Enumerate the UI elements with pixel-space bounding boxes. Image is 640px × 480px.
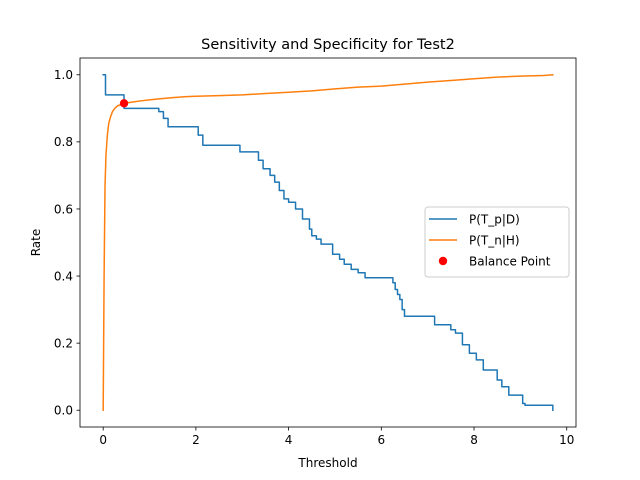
x-tick-label: 6	[377, 433, 385, 447]
legend-label: P(T_n|H)	[469, 233, 520, 247]
x-tick-label: 4	[285, 433, 293, 447]
y-tick-label: 0.6	[54, 202, 73, 216]
legend-marker-swatch	[438, 256, 448, 266]
y-tick-label: 0.4	[54, 269, 73, 283]
legend-label: P(T_p|D)	[469, 212, 520, 226]
x-axis: 0 2 4 6 8 10	[99, 427, 574, 447]
legend: P(T_p|D) P(T_n|H) Balance Point	[424, 206, 570, 278]
y-tick-label: 0.8	[54, 135, 73, 149]
points-layer	[119, 99, 129, 108]
x-tick-label: 2	[192, 433, 200, 447]
series-layer	[102, 73, 554, 411]
x-tick-label: 10	[559, 433, 574, 447]
x-tick-label: 8	[470, 433, 478, 447]
x-tick-label: 0	[99, 433, 107, 447]
balance-point-marker	[119, 99, 129, 108]
legend-label: Balance Point	[469, 254, 551, 268]
y-tick-label: 0.2	[54, 336, 73, 350]
plot-frame	[79, 57, 577, 428]
y-axis-title: Rate	[29, 229, 43, 257]
series-line-1	[102, 74, 554, 411]
x-axis-title: Threshold	[297, 456, 357, 470]
series-line-2	[102, 73, 554, 411]
legend-frame	[424, 206, 570, 278]
y-tick-label: 0.0	[54, 404, 73, 418]
y-axis: 0.0 0.2 0.4 0.6 0.8 1.0	[54, 68, 80, 418]
chart-title: Sensitivity and Specificity for Test2	[201, 37, 455, 53]
y-tick-label: 1.0	[54, 68, 73, 82]
